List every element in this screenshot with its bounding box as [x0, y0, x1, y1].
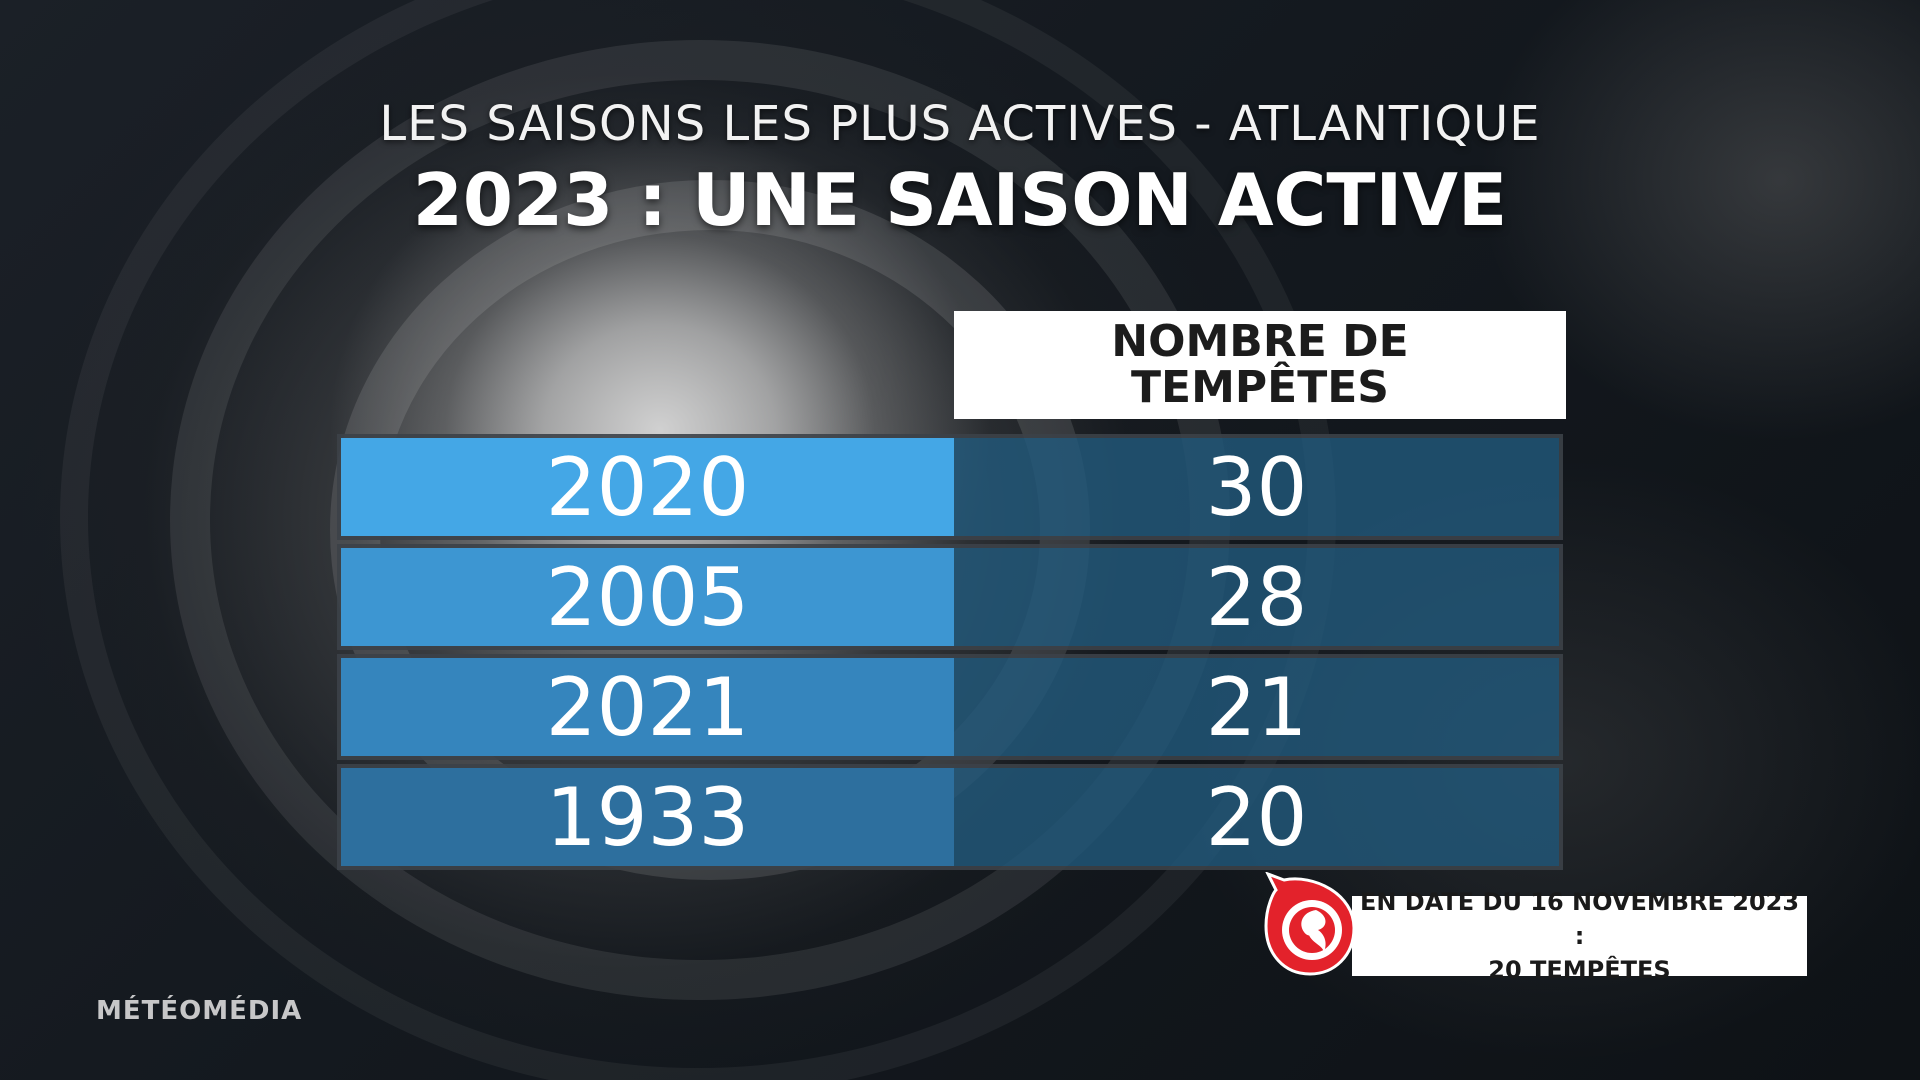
- brand-logo: MÉTÉOMÉDIA: [96, 996, 303, 1026]
- table-row: 1933 20: [337, 764, 1563, 870]
- date-note-line1: EN DATE DU 16 NOVEMBRE 2023 :: [1359, 888, 1800, 950]
- storm-count-cell: 20: [954, 768, 1559, 866]
- table-row: 2021 21: [337, 654, 1563, 760]
- storm-table: 2020 30 2005 28 2021 21 1933 20: [337, 434, 1563, 874]
- storm-count-cell: 30: [954, 438, 1559, 536]
- page-subtitle: LES SAISONS LES PLUS ACTIVES - ATLANTIQU…: [379, 96, 1541, 152]
- table-row: 2020 30: [337, 434, 1563, 540]
- year-cell: 2020: [341, 438, 954, 536]
- page-title: 2023 : UNE SAISON ACTIVE: [412, 158, 1508, 242]
- date-note: EN DATE DU 16 NOVEMBRE 2023 : 20 TEMPÊTE…: [1262, 872, 1807, 984]
- date-note-line2: 20 TEMPÊTES: [1488, 956, 1671, 984]
- storm-count-cell: 21: [954, 658, 1559, 756]
- column-header-storm-count: NOMBRE DE TEMPÊTES: [954, 311, 1566, 419]
- year-cell: 2005: [341, 548, 954, 646]
- year-cell: 1933: [341, 768, 954, 866]
- date-note-box: EN DATE DU 16 NOVEMBRE 2023 : 20 TEMPÊTE…: [1352, 888, 1807, 984]
- storm-count-cell: 28: [954, 548, 1559, 646]
- table-row: 2005 28: [337, 544, 1563, 650]
- hurricane-icon: [1264, 872, 1356, 976]
- year-cell: 2021: [341, 658, 954, 756]
